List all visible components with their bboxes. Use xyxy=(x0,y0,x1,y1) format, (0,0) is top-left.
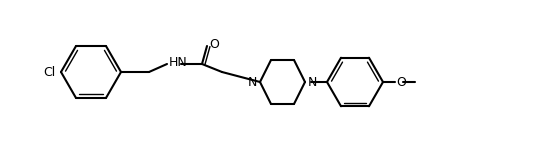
Text: N: N xyxy=(248,76,257,88)
Text: N: N xyxy=(308,76,317,88)
Text: Cl: Cl xyxy=(44,66,56,78)
Text: HN: HN xyxy=(169,57,188,69)
Text: O: O xyxy=(209,38,219,50)
Text: O: O xyxy=(396,76,406,88)
